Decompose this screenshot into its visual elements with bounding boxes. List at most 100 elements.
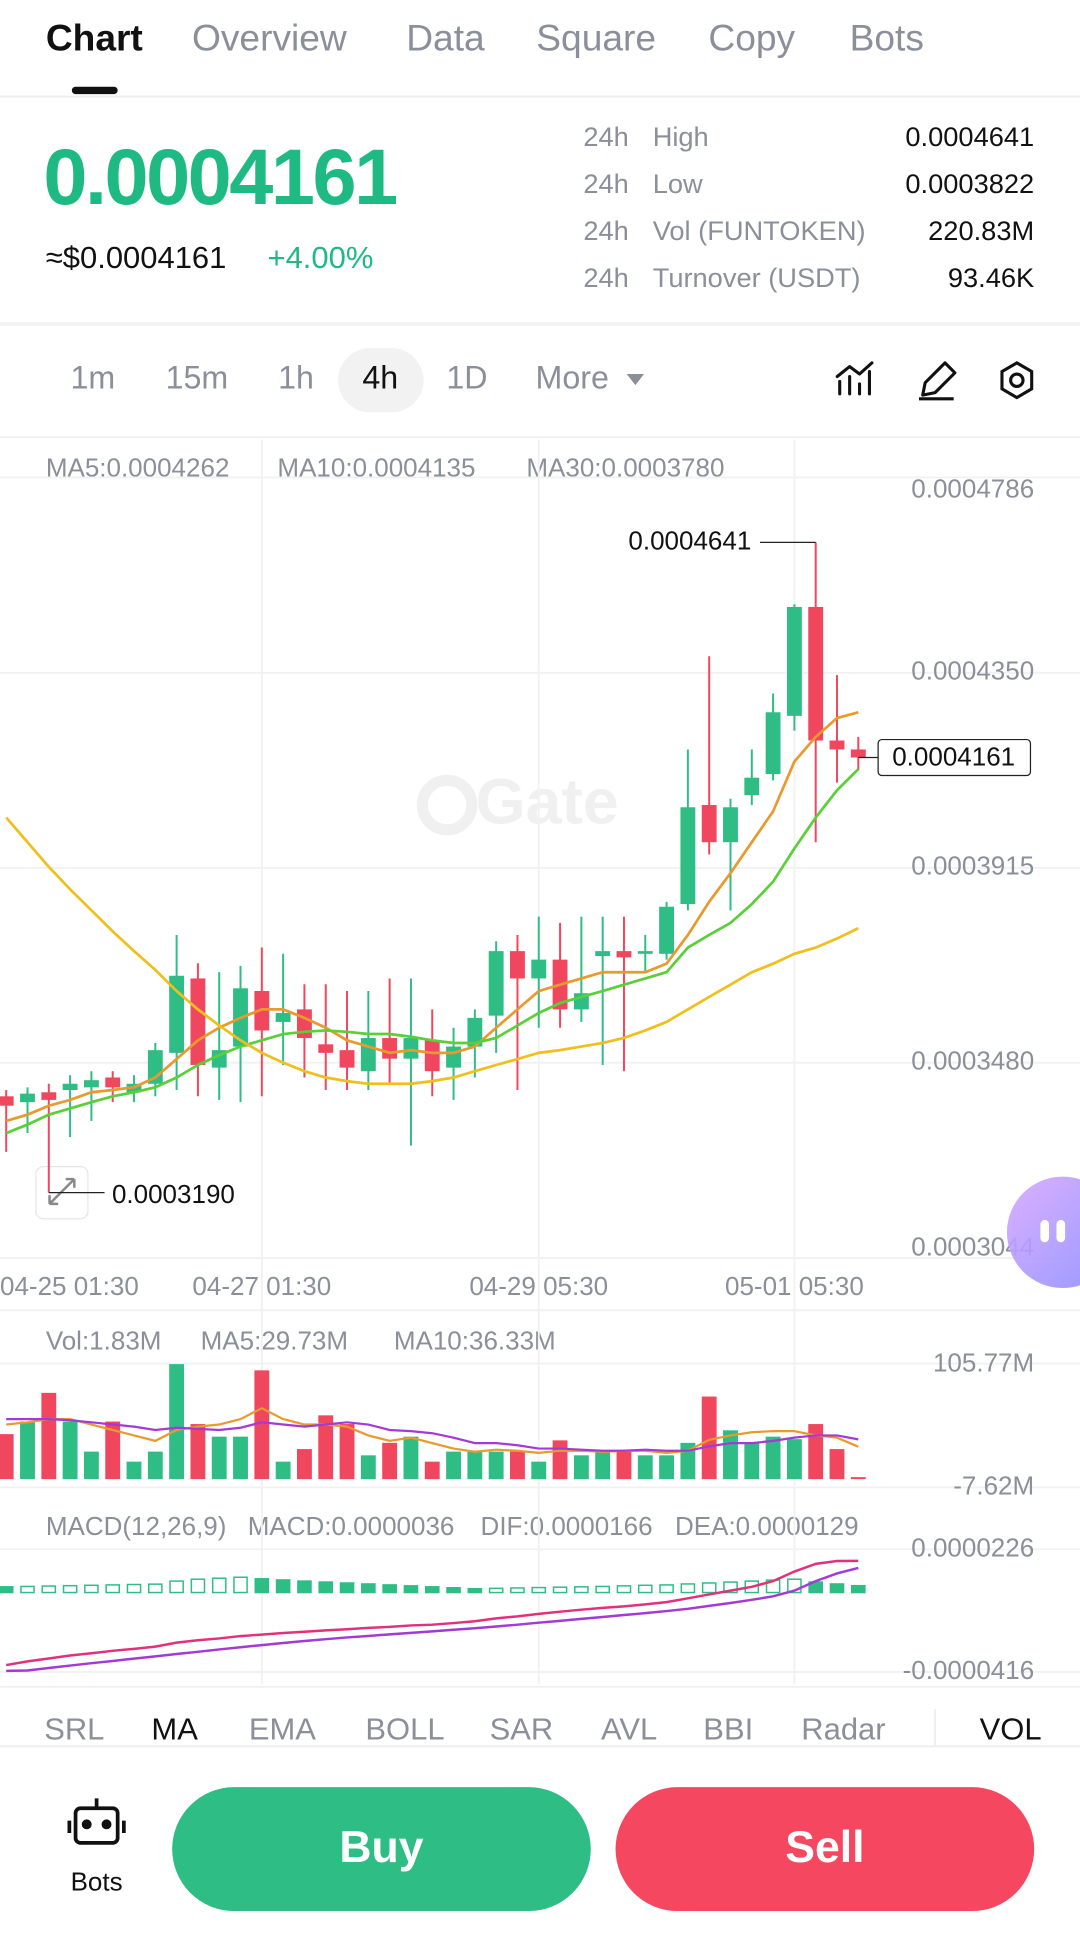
- candle-body: [446, 1046, 461, 1068]
- stat-value: 93.46K: [948, 262, 1034, 293]
- macd-bar: [211, 1577, 227, 1594]
- dea-line: [6, 1566, 859, 1673]
- indicator-tab[interactable]: BBI: [703, 1712, 753, 1747]
- volume-bar: [41, 1392, 57, 1480]
- stat-period: 24h: [583, 168, 628, 199]
- candle-body: [744, 777, 760, 796]
- x-tick-label: 04-27 01:30: [192, 1271, 331, 1301]
- volume-bar: [595, 1451, 611, 1480]
- interval-bar: 1m 15m 1h 4h 1D More: [0, 348, 1080, 439]
- dif-line: [5, 1559, 859, 1667]
- tab[interactable]: Copy: [708, 17, 795, 59]
- indicator-tab[interactable]: Radar: [801, 1712, 885, 1747]
- volume-bar: [360, 1455, 376, 1480]
- indicator-tab[interactable]: VOL: [980, 1712, 1042, 1747]
- top-tabs: Chart Overview Data Square Copy Bots: [0, 17, 1080, 98]
- chart: Gate MA5:0.0004262 MA10:0.0004135 MA30:0…: [0, 439, 1080, 1685]
- indicator-tab[interactable]: MA: [151, 1712, 198, 1747]
- sell-button[interactable]: [615, 1787, 1035, 1912]
- volume-bar: [510, 1451, 525, 1480]
- candle-body: [531, 959, 547, 979]
- volume-bar: [552, 1440, 568, 1480]
- interval[interactable]: 1D: [446, 360, 487, 396]
- candle-body: [62, 1083, 78, 1091]
- indicator-tab[interactable]: EMA: [249, 1712, 316, 1747]
- interval[interactable]: 15m: [166, 360, 229, 396]
- bots-label[interactable]: Bots: [71, 1867, 123, 1897]
- volume-bar: [829, 1449, 845, 1480]
- volume-bar: [126, 1461, 142, 1480]
- volume-bar: [254, 1370, 270, 1480]
- tab[interactable]: Overview: [192, 17, 347, 59]
- y-tick-label: 0.0000226: [911, 1532, 1034, 1562]
- candle-body: [339, 1050, 355, 1068]
- price-header: 0.0004161 ≈$0.0004161 +4.00% 24h High 0.…: [0, 121, 1080, 326]
- volume-bar: [382, 1442, 398, 1480]
- dropdown-arrow: [626, 374, 645, 386]
- y-tick-label: 0.0004786: [911, 473, 1034, 503]
- usd-price: ≈$0.0004161: [46, 240, 227, 275]
- settings-icon[interactable]: [1000, 361, 1034, 400]
- candle-body: [786, 606, 802, 716]
- volume-bar: [233, 1436, 248, 1480]
- assistant-bubble[interactable]: [1006, 1176, 1080, 1289]
- interval[interactable]: 1m: [71, 360, 116, 396]
- tab[interactable]: Bots: [850, 17, 924, 59]
- stat-label: High: [653, 121, 709, 152]
- volume-bar: [20, 1421, 35, 1480]
- volume-bar: [211, 1436, 227, 1480]
- indicator-icon[interactable]: [835, 361, 874, 396]
- dea-legend: DEA:0.0000129: [675, 1511, 859, 1541]
- stat-value: 220.83M: [928, 215, 1034, 246]
- interval[interactable]: 4h: [362, 360, 398, 396]
- tab[interactable]: Data: [406, 17, 485, 59]
- macd-bar: [318, 1581, 334, 1594]
- candle-body: [616, 951, 632, 958]
- high-marker-label: 0.0004641: [628, 525, 751, 555]
- volume-bar: [765, 1436, 781, 1480]
- buy-label[interactable]: Buy: [339, 1823, 423, 1872]
- macd-bar: [488, 1587, 504, 1594]
- y-tick-label: -0.0000416: [903, 1655, 1035, 1685]
- volume-ma-legend: MA10:36.33M: [394, 1325, 556, 1355]
- volume-bar: [573, 1455, 589, 1480]
- candle-body: [0, 1096, 14, 1106]
- volume-bar: [488, 1451, 504, 1480]
- y-tick-label: 0.0003480: [911, 1046, 1034, 1076]
- indicator-tab[interactable]: SAR: [490, 1712, 554, 1747]
- buy-button[interactable]: [172, 1787, 591, 1912]
- candle-body: [680, 807, 696, 905]
- macd-bar: [20, 1585, 35, 1594]
- macd-bar: [552, 1586, 568, 1594]
- macd-bar: [62, 1584, 78, 1594]
- x-tick-label: 05-01 05:30: [725, 1271, 864, 1301]
- tab[interactable]: Chart: [46, 17, 143, 59]
- tab[interactable]: Square: [536, 17, 656, 59]
- indicator-tab[interactable]: SRL: [44, 1712, 104, 1747]
- macd-bar: [574, 1586, 589, 1594]
- volume-bar: [637, 1455, 653, 1480]
- macd-bar: [424, 1586, 440, 1594]
- y-tick-label: 105.77M: [933, 1348, 1034, 1378]
- stat-label: Vol (FUNTOKEN): [653, 215, 866, 246]
- candle-body: [20, 1093, 35, 1103]
- change: +4.00%: [268, 240, 374, 275]
- candle-body: [360, 1038, 376, 1072]
- sell-label[interactable]: Sell: [785, 1823, 864, 1872]
- volume-bar: [0, 1434, 14, 1480]
- macd-bar: [531, 1586, 547, 1594]
- volume-bar: [850, 1477, 866, 1480]
- interval[interactable]: 1h: [278, 360, 314, 396]
- bots-icon[interactable]: [67, 1798, 126, 1845]
- indicator-tab[interactable]: BOLL: [365, 1712, 444, 1747]
- volume-bar: [297, 1449, 312, 1480]
- draw-icon[interactable]: [918, 361, 957, 401]
- interval[interactable]: More: [536, 360, 609, 396]
- indicator-tab[interactable]: AVL: [601, 1712, 657, 1747]
- macd-bar: [254, 1578, 270, 1594]
- last-price: 0.0004161: [43, 132, 396, 221]
- candle-body: [723, 807, 738, 843]
- candles: [0, 542, 866, 1193]
